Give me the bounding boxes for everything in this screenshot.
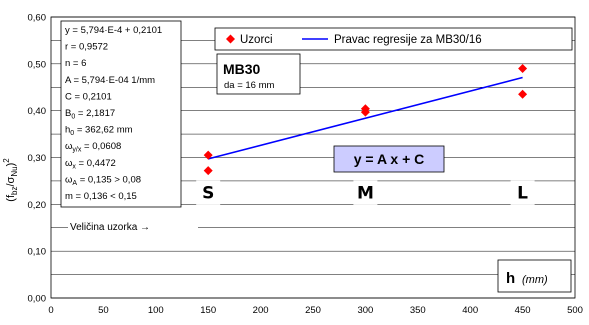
stat-line: B0 = 2,1817 bbox=[65, 108, 115, 121]
stat-line: m = 0,136 < 0,15 bbox=[65, 191, 137, 202]
y-tick-label: 0,20 bbox=[28, 200, 47, 211]
x-tick-label: 200 bbox=[253, 305, 269, 316]
legend-marker-uzorci bbox=[226, 34, 235, 44]
x-tick-label: 350 bbox=[410, 305, 426, 316]
y-tick-label: 0,10 bbox=[28, 247, 47, 258]
mb-title: MB30 bbox=[223, 61, 261, 77]
svg-text:(fbz/σNu)2: (fbz/σNu)2 bbox=[2, 158, 19, 202]
y-tick-label: 0,40 bbox=[28, 106, 47, 117]
size-label: M bbox=[357, 184, 374, 204]
plot-area-border bbox=[50, 16, 576, 299]
y-tick-label: 0,00 bbox=[28, 294, 47, 305]
x-axis-label: h bbox=[506, 270, 515, 287]
legend-label-uzorci: Uzorci bbox=[240, 34, 273, 46]
y-tick-label: 0,30 bbox=[28, 153, 47, 164]
stats-box bbox=[60, 20, 182, 208]
x-tick-labels: 0 50 100 150 200 250 300 350 400 450 500 bbox=[48, 305, 583, 316]
stats-text: y = 5,794·E-4 + 0,2101 r = 0,9572 n = 6 A =… bbox=[65, 25, 162, 202]
data-points bbox=[203, 64, 528, 176]
stat-line: A = 5,794·E-04 1/mm bbox=[65, 75, 155, 86]
size-label: S bbox=[202, 184, 214, 204]
mb-label-box bbox=[216, 53, 301, 95]
stat-line: y = 5,794·E-4 + 0,2101 bbox=[65, 25, 162, 36]
y-tick-label: 0,60 bbox=[28, 13, 47, 24]
size-label-bg bbox=[353, 180, 378, 205]
data-point bbox=[203, 150, 213, 160]
stat-line: ωA = 0,135 > 0,08 bbox=[65, 174, 141, 187]
x-tick-label: 150 bbox=[200, 305, 216, 316]
x-tick-label: 450 bbox=[515, 305, 531, 316]
y-axis-label: (fbz/σNu)2 bbox=[2, 158, 19, 202]
stat-line: r = 0,9572 bbox=[65, 42, 108, 53]
stat-line: n = 6 bbox=[65, 58, 86, 69]
y-tick-label: 0,50 bbox=[28, 59, 47, 70]
data-point bbox=[518, 64, 528, 74]
size-axis-label-bg bbox=[68, 218, 198, 234]
size-axis-label: Veličina uzorka → bbox=[70, 222, 150, 233]
stat-line: ωx = 0,4472 bbox=[65, 158, 116, 171]
x-tick-label: 300 bbox=[357, 305, 373, 316]
size-label-bg bbox=[196, 180, 221, 205]
x-tick-label: 500 bbox=[567, 305, 583, 316]
x-tick-label: 0 bbox=[48, 305, 53, 316]
y-tick-labels: 0,00 0,10 0,20 0,30 0,40 0,50 0,60 bbox=[28, 13, 47, 305]
equation-label: y = A x + C bbox=[354, 151, 425, 167]
size-label-bg bbox=[510, 180, 535, 205]
data-point bbox=[360, 107, 370, 117]
mb-subtitle: da = 16 mm bbox=[224, 80, 275, 91]
x-tick-label: 50 bbox=[98, 305, 109, 316]
equation-box bbox=[333, 145, 445, 173]
x-tick-label: 400 bbox=[462, 305, 478, 316]
data-point bbox=[203, 166, 213, 176]
regression-line bbox=[207, 76, 523, 160]
x-axis-label-box bbox=[497, 259, 572, 293]
size-label: L bbox=[517, 184, 528, 204]
x-tick-label: 250 bbox=[305, 305, 321, 316]
x-tick-label: 100 bbox=[148, 305, 164, 316]
legend-box bbox=[214, 27, 573, 51]
x-axis-unit: (mm) bbox=[522, 274, 548, 286]
legend-label-regression: Pravac regresije za MB30/16 bbox=[334, 34, 482, 46]
stat-line: h0 = 362,62 mm bbox=[65, 125, 133, 138]
stat-line: ωy/x = 0,0608 bbox=[65, 141, 121, 154]
stat-line: C = 0,2101 bbox=[65, 91, 112, 102]
data-point bbox=[518, 89, 528, 99]
